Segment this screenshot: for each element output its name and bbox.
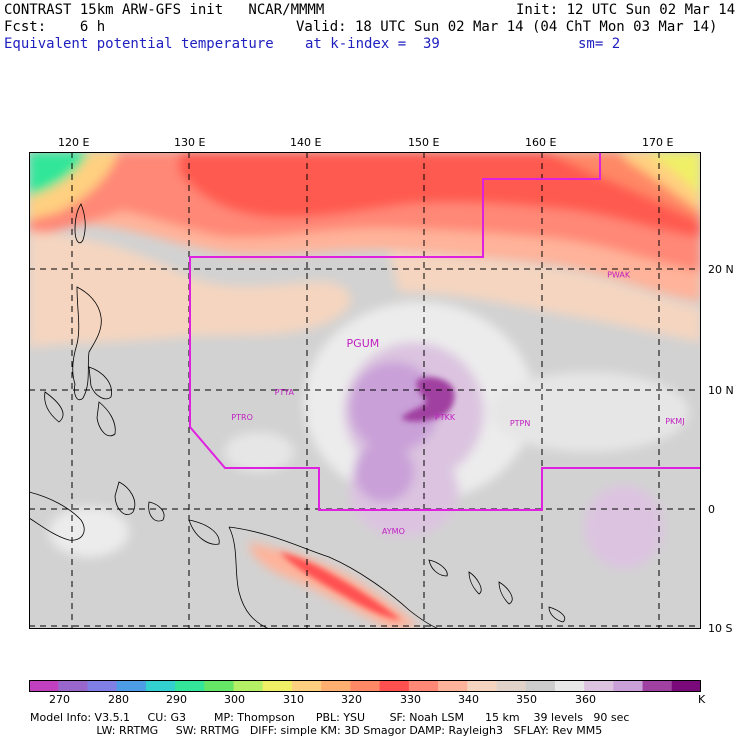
station-label-pwak: PWAK — [607, 270, 631, 279]
colorbar-swatch — [291, 680, 322, 692]
lon-label-150e: 150 E — [408, 136, 440, 149]
model-level: at k-index = 39 — [305, 36, 440, 52]
station-labels: PGUM PTYA PTRO PTKK PTPN PKMJ PWAK AYMO — [231, 270, 684, 536]
station-label-ptpn: PTPN — [510, 419, 531, 428]
colorbar-swatch — [642, 680, 673, 692]
colorbar-label-k: K — [698, 693, 706, 706]
station-label-ptya: PTYA — [275, 388, 295, 397]
lon-label-130e: 130 E — [174, 136, 206, 149]
colorbar-swatch — [613, 680, 644, 692]
colorbar-swatch — [87, 680, 118, 692]
colorbar-swatch — [29, 680, 59, 692]
title-line: CONTRAST 15km ARW-GFS init NCAR/MMMM — [4, 2, 325, 18]
colorbar-swatch — [350, 680, 381, 692]
lat-label-20n: 20 N — [708, 263, 734, 276]
init-time: Init: 12 UTC Sun 02 Mar 14 — [516, 2, 736, 18]
colorbar-label-350: 350 — [516, 693, 537, 706]
colorbar-swatch — [262, 680, 293, 692]
colorbar-label-360: 360 — [575, 693, 596, 706]
colorbar-swatch — [554, 680, 585, 692]
colorbar-label-280: 280 — [108, 693, 129, 706]
lon-label-170e: 170 E — [642, 136, 674, 149]
colorbar-label-310: 310 — [283, 693, 304, 706]
theta-e-map: PGUM PTYA PTRO PTKK PTPN PKMJ PWAK AYMO — [29, 152, 701, 629]
colorbar-swatch — [671, 680, 701, 692]
domain-boundary — [189, 152, 701, 511]
colorbar-swatch — [58, 680, 88, 692]
field-name: Equivalent potential temperature — [4, 36, 274, 52]
map-frame — [29, 152, 701, 629]
colorbar-swatch — [379, 680, 410, 692]
lat-label-10n: 10 N — [708, 384, 734, 397]
colorbar-label-270: 270 — [49, 693, 70, 706]
forecast-hour: Fcst: 6 h — [4, 19, 106, 35]
model-info-line2: LW: RRTMG SW: RRTMG DIFF: simple KM: 3D … — [30, 724, 603, 737]
shaded-field — [29, 152, 701, 629]
colorbar-swatch — [438, 680, 468, 692]
station-label-aymo: AYMO — [382, 527, 405, 536]
colorbar-label-290: 290 — [166, 693, 187, 706]
colorbar-label-330: 330 — [400, 693, 421, 706]
colorbar-swatch — [175, 680, 205, 692]
colorbar-swatch — [145, 680, 176, 692]
colorbar-label-340: 340 — [458, 693, 479, 706]
colorbar-swatch — [467, 680, 497, 692]
colorbar-label-300: 300 — [224, 693, 245, 706]
station-label-pkmj: PKMJ — [665, 417, 684, 426]
colorbar — [29, 680, 701, 692]
station-label-pgum: PGUM — [347, 337, 380, 350]
lon-label-160e: 160 E — [525, 136, 557, 149]
colorbar-swatch — [116, 680, 147, 692]
valid-time: Valid: 18 UTC Sun 02 Mar 14 (04 ChT Mon … — [296, 19, 718, 35]
coastlines — [29, 203, 566, 629]
lat-label-10s: 10 S — [708, 622, 733, 635]
colorbar-swatch — [408, 680, 439, 692]
model-info-line1: Model Info: V3.5.1 CU: G3 MP: Thompson P… — [30, 711, 630, 724]
colorbar-swatch — [321, 680, 351, 692]
lon-label-140e: 140 E — [290, 136, 322, 149]
colorbar-swatch — [233, 680, 264, 692]
lat-label-0: 0 — [708, 503, 715, 516]
smoothing: sm= 2 — [578, 36, 621, 52]
colorbar-swatch — [204, 680, 235, 692]
colorbar-label-320: 320 — [341, 693, 362, 706]
colorbar-swatch — [525, 680, 556, 692]
station-label-ptkk: PTKK — [435, 413, 456, 422]
colorbar-swatch — [584, 680, 614, 692]
colorbar-swatch — [496, 680, 527, 692]
lon-label-120e: 120 E — [58, 136, 90, 149]
station-label-ptro: PTRO — [231, 413, 253, 422]
